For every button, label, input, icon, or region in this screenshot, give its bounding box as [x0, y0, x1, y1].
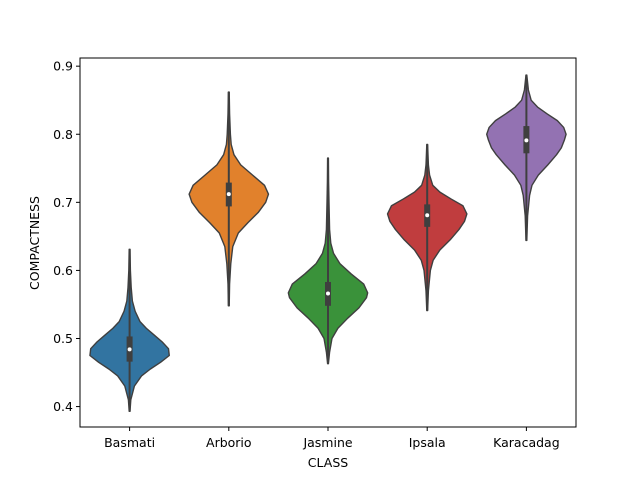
violin-median [326, 291, 330, 296]
violin-ipsala [386, 143, 468, 312]
x-axis-label: CLASS [308, 455, 348, 470]
violins [89, 74, 567, 413]
y-axis: 0.4 0.5 0.6 0.7 0.8 0.9 [53, 59, 80, 414]
violin-median [425, 213, 430, 218]
violin-karacadag [486, 74, 567, 242]
violin-jasmine [287, 157, 369, 365]
x-axis: Basmati Arborio Jasmine Ipsala Karacadag [104, 427, 560, 450]
violin-arborio [188, 91, 270, 307]
y-axis-label: COMPACTNESS [27, 196, 42, 290]
x-tick-label-basmati: Basmati [104, 435, 155, 450]
x-tick-label-ipsala: Ipsala [409, 435, 446, 450]
y-tick-label: 0.8 [53, 127, 73, 142]
violin-median [127, 347, 132, 352]
y-tick-label: 0.7 [53, 195, 73, 210]
y-tick-label: 0.4 [53, 399, 73, 414]
y-tick-label: 0.9 [53, 59, 73, 74]
plot-frame [79, 57, 577, 428]
y-tick-label: 0.6 [53, 263, 73, 278]
violin-median [524, 138, 529, 143]
y-tick-label: 0.5 [53, 331, 73, 346]
x-tick-label-jasmine: Jasmine [302, 435, 352, 450]
violin-basmati [89, 248, 170, 413]
violin-median [226, 192, 231, 197]
x-tick-label-arborio: Arborio [206, 435, 252, 450]
x-tick-label-karacadag: Karacadag [493, 435, 560, 450]
